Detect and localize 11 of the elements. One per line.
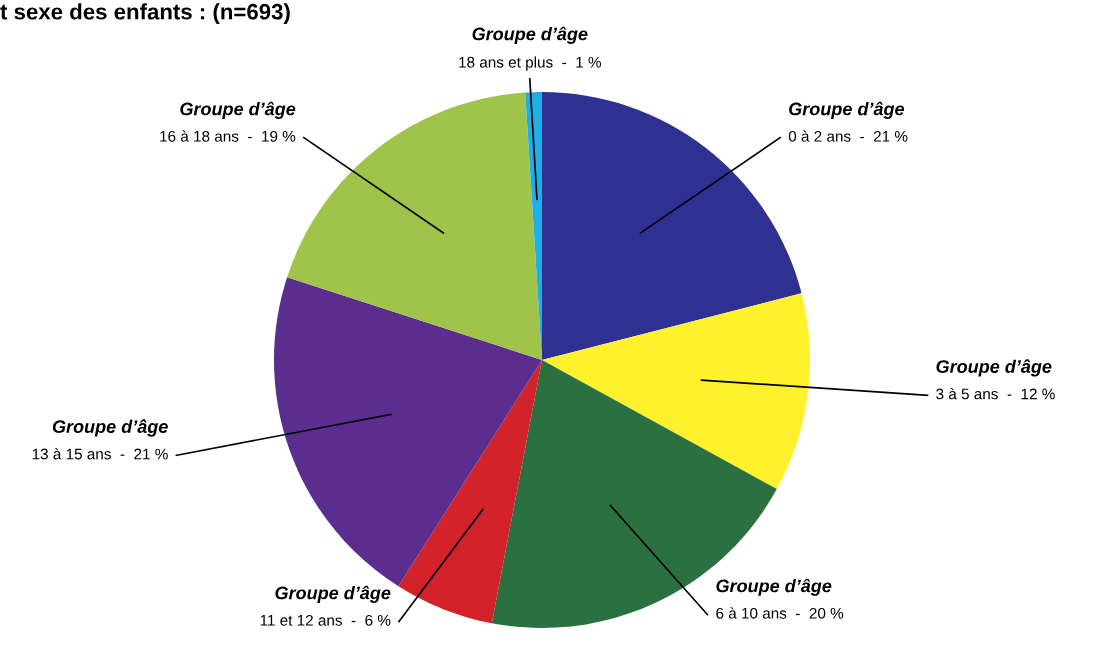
slice-label: Groupe d’âge 6 à 10 ans - 20 % bbox=[716, 578, 844, 619]
pie-slice bbox=[398, 360, 542, 624]
slice-label: Groupe d’âge 0 à 2 ans - 21 % bbox=[788, 101, 908, 142]
slice-label: Groupe d’âge 11 et 12 ans - 6 % bbox=[260, 585, 391, 626]
pie-slice bbox=[542, 293, 810, 490]
chart-title: t sexe des enfants : (n=693) bbox=[0, 3, 290, 24]
slice-label: Groupe d’âge 16 à 18 ans - 19 % bbox=[160, 101, 296, 142]
slice-label: Groupe d’âge 13 à 15 ans - 21 % bbox=[32, 419, 168, 460]
slice-label: Groupe d’âge 3 à 5 ans - 12 % bbox=[936, 359, 1055, 400]
pie-slice bbox=[274, 277, 542, 587]
slice-label: Groupe d’âge 18 ans et plus - 1 % bbox=[459, 26, 602, 71]
